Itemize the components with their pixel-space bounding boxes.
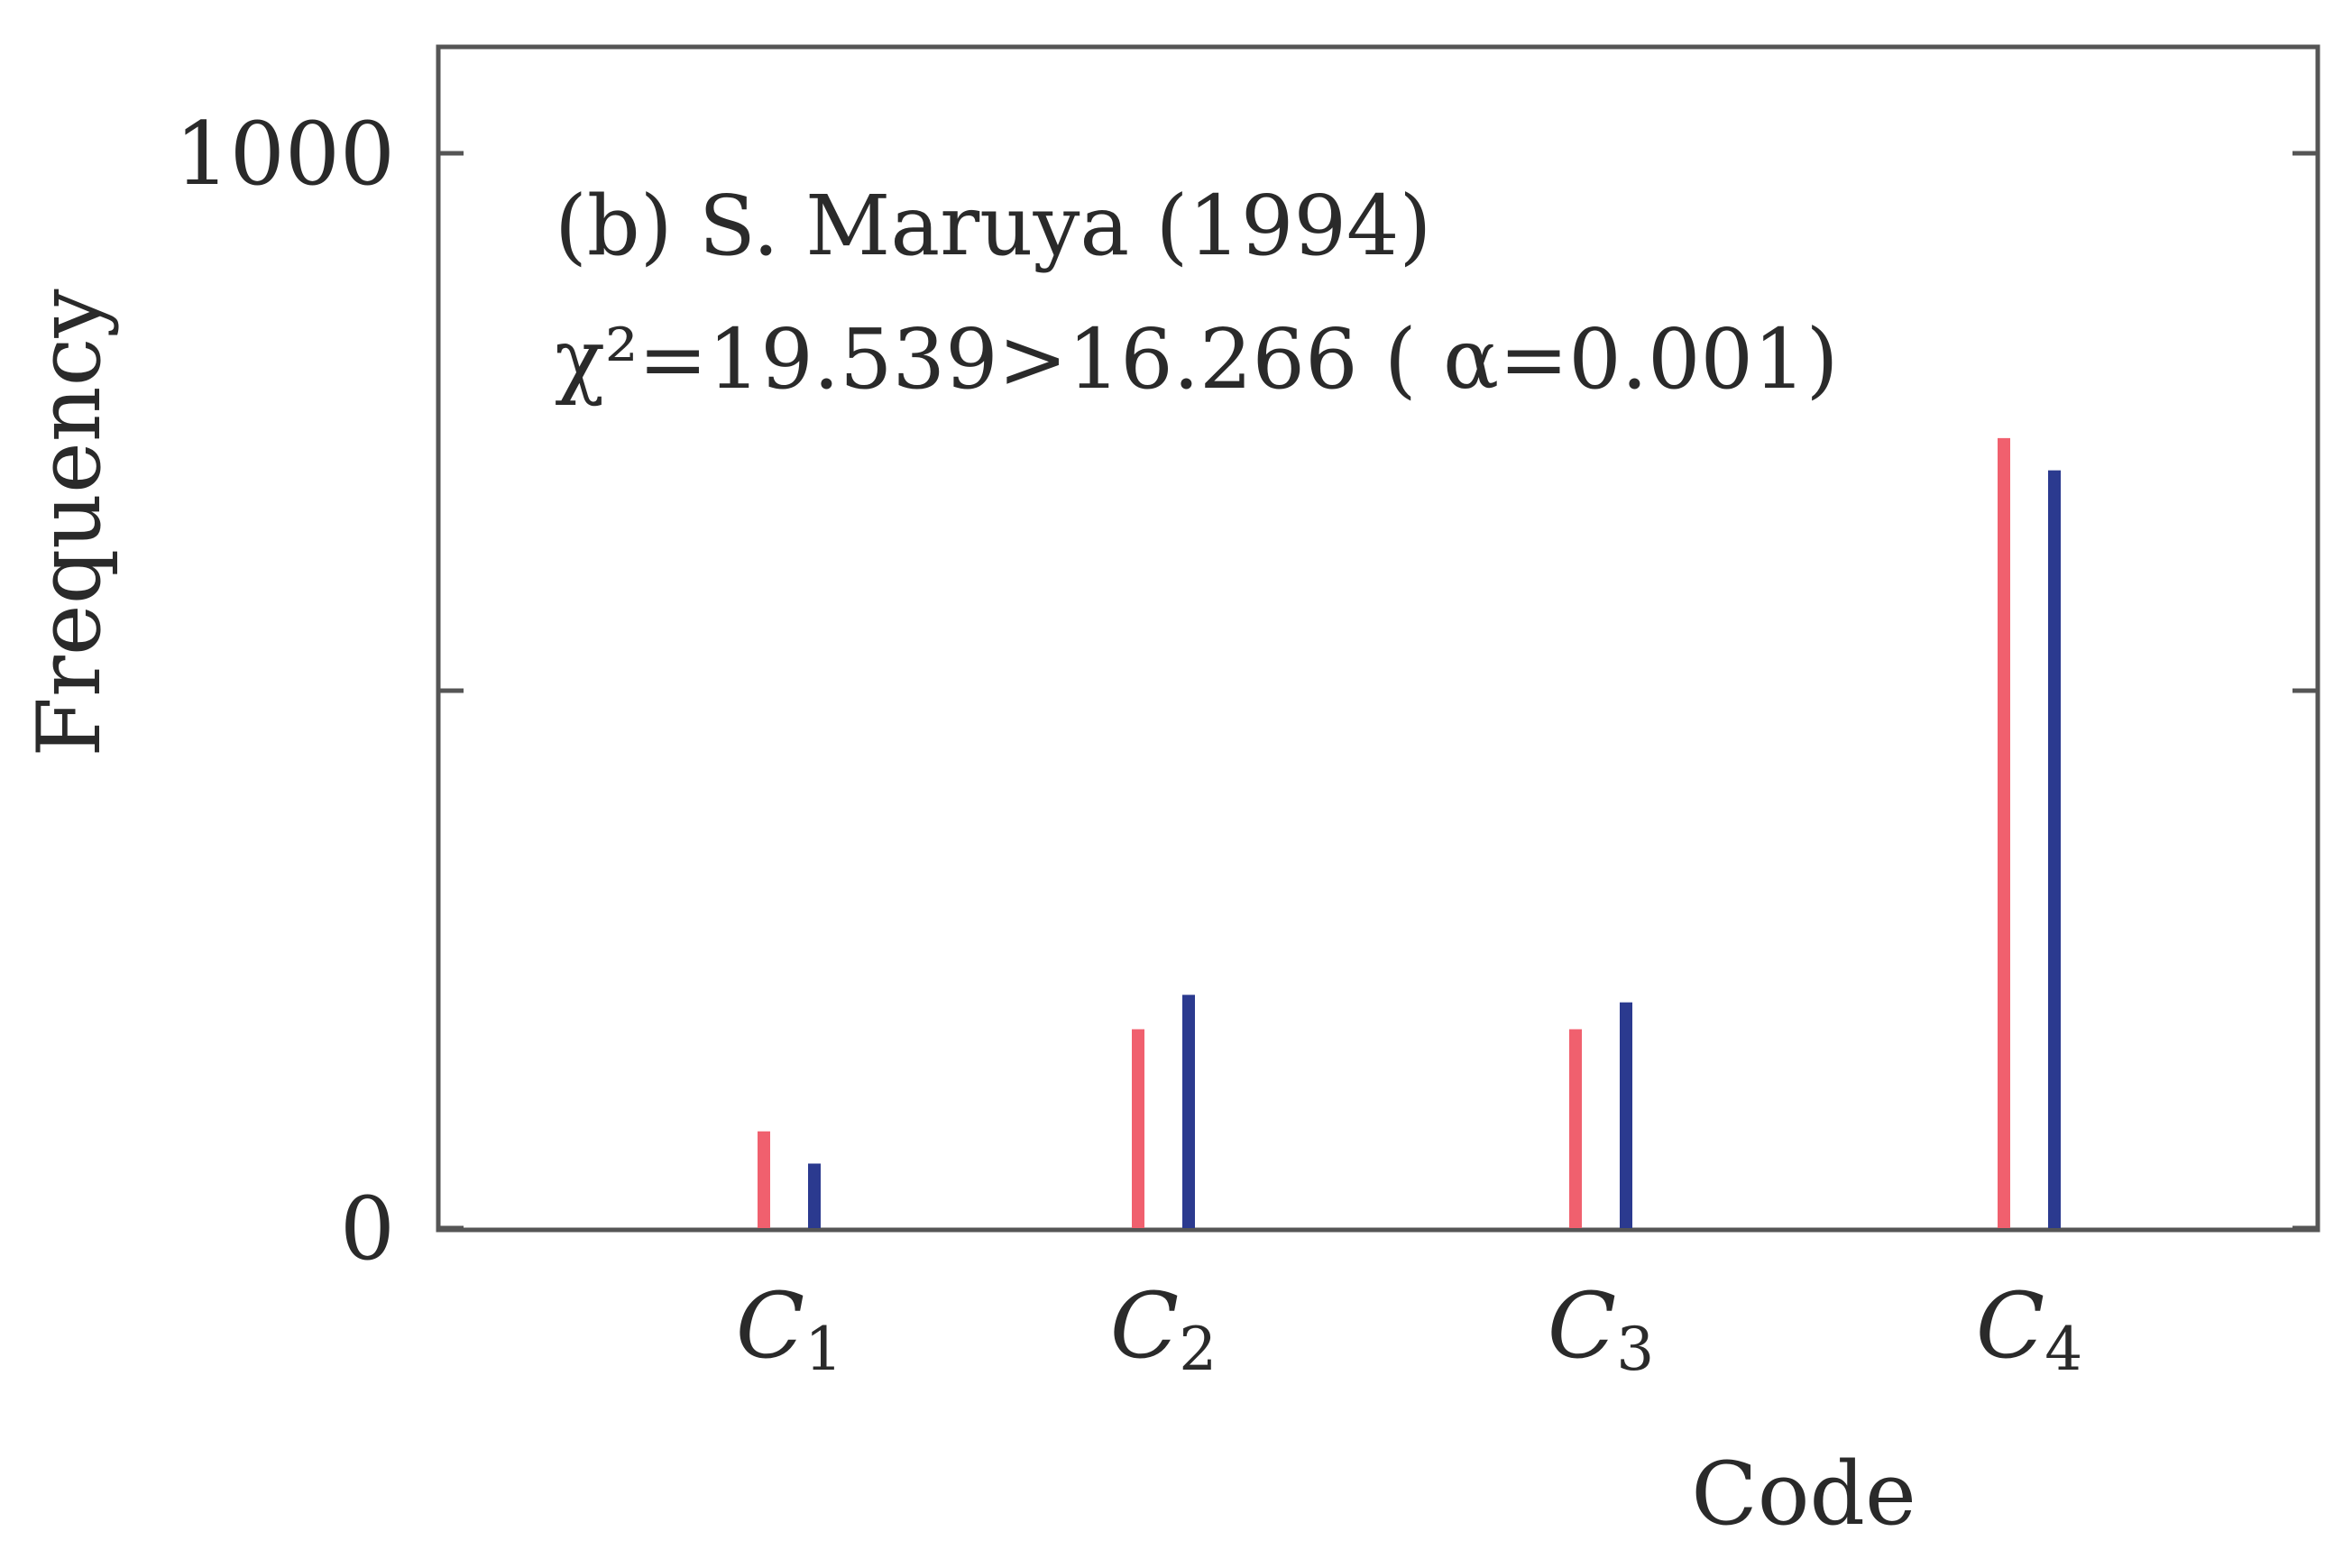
y-axis-label: Frequency <box>19 289 120 756</box>
x-tick-label-1: C1 <box>736 1273 843 1384</box>
annotation-line-2: χ²=19.539>16.266 ( α=0.001) <box>555 311 1838 408</box>
bar-series1-cat1 <box>758 1131 770 1228</box>
plot-frame <box>436 44 2320 1233</box>
y-tick-label-0: 0 <box>340 1178 395 1279</box>
y-tick-label-2: 1000 <box>175 104 395 205</box>
bar-series2-cat4 <box>2048 470 2061 1228</box>
x-tick-label-4: C4 <box>1976 1273 2083 1384</box>
bar-series2-cat3 <box>1620 1002 1632 1228</box>
annotation-line-1: (b) S. Maruya (1994) <box>555 178 1431 274</box>
bar-series2-cat1 <box>808 1163 821 1228</box>
bar-series1-cat3 <box>1569 1029 1582 1228</box>
bar-series1-cat4 <box>1998 437 2010 1228</box>
y-axis-ticks: 0 1000 <box>175 104 2318 1279</box>
bar-series2-cat2 <box>1182 995 1195 1228</box>
x-axis-label: Code <box>1691 1444 1916 1545</box>
x-axis-tick-labels: C1 C2 C3 C4 <box>736 1273 2083 1384</box>
x-tick-label-3: C3 <box>1548 1273 1655 1384</box>
bar-series1-cat2 <box>1132 1029 1144 1228</box>
x-tick-label-2: C2 <box>1110 1273 1217 1384</box>
bars <box>758 437 2061 1228</box>
